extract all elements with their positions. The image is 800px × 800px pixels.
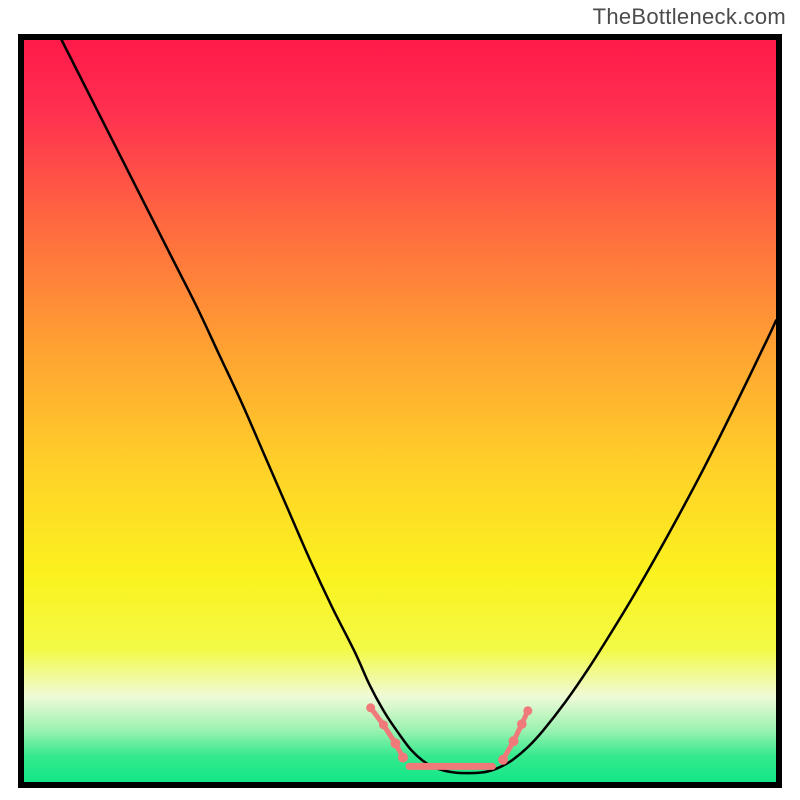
watermark-text: TheBottleneck.com [593,4,786,30]
stage: TheBottleneck.com [0,0,800,800]
frame-left [18,34,24,788]
heat-gradient [24,40,776,782]
frame-bottom [18,782,782,788]
plot-area [24,40,776,782]
frame-top [18,34,782,40]
frame-right [776,34,782,788]
